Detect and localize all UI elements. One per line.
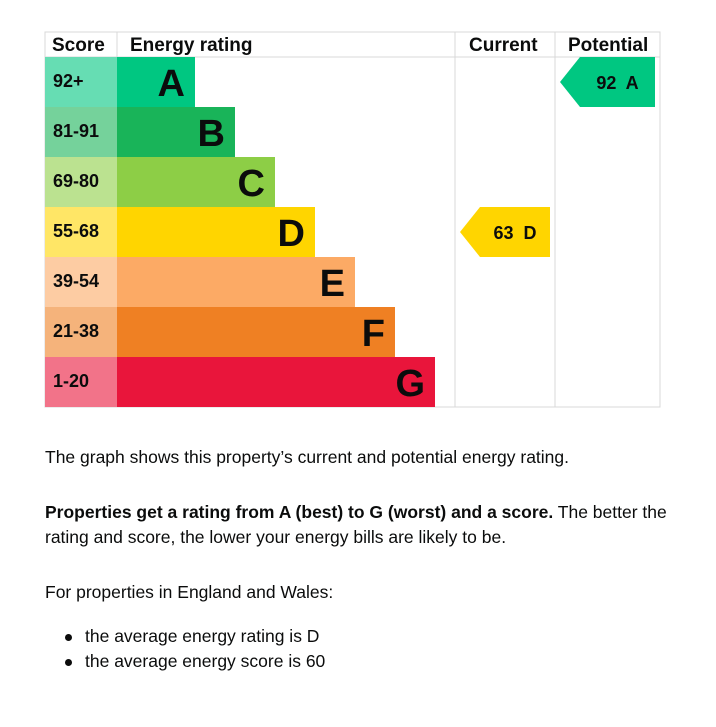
rating-explanation-rest: The better the rating and score, the low… [45, 502, 667, 547]
rating-letter-b: B [198, 113, 225, 155]
rating-arrows: 63 D 92 A [460, 57, 655, 257]
rating-letter-c: C [238, 163, 265, 205]
rating-bar-c [117, 157, 275, 207]
score-cell-f [45, 307, 117, 357]
score-range-d: 55-68 [53, 221, 99, 241]
score-cell-e [45, 257, 117, 307]
chart-headers: Score Energy rating Current Potential [52, 35, 648, 56]
rating-bands: 92+ A 81-91 B 69-80 C 55-68 D 39-54 E 21-38 F 1-20 G [45, 57, 435, 407]
england-wales-heading: For properties in England and Wales: [45, 582, 334, 602]
rating-bar-g [117, 357, 435, 407]
rating-bar-e [117, 257, 355, 307]
score-cell-a [45, 57, 117, 107]
rating-letter-d: D [278, 213, 305, 255]
rating-bar-d [117, 207, 315, 257]
score-cell-d [45, 207, 117, 257]
rating-bar-b [117, 107, 235, 157]
energy-rating-chart: Score Energy rating Current Potential 92… [44, 31, 661, 408]
average-list: the average energy rating is D the avera… [45, 624, 325, 674]
rating-letter-e: E [320, 263, 345, 305]
score-cell-b [45, 107, 117, 157]
header-energy-rating: Energy rating [130, 35, 252, 56]
score-range-f: 21-38 [53, 321, 99, 341]
rating-letter-a: A [158, 63, 185, 105]
potential-rating-label: 92 A [596, 73, 638, 93]
current-rating-label: 63 D [493, 223, 536, 243]
list-item-average-score: the average energy score is 60 [45, 649, 325, 674]
rating-explanation: Properties get a rating from A (best) to… [45, 500, 685, 550]
score-cell-c [45, 157, 117, 207]
score-range-b: 81-91 [53, 121, 99, 141]
rating-explanation-bold: Properties get a rating from A (best) to… [45, 502, 554, 522]
score-range-g: 1-20 [53, 371, 89, 391]
potential-rating-arrow [560, 57, 655, 107]
header-potential: Potential [568, 35, 648, 56]
current-rating-arrow [460, 207, 550, 257]
score-cell-g [45, 357, 117, 407]
rating-letter-g: G [395, 363, 425, 405]
score-range-e: 39-54 [53, 271, 99, 291]
header-current: Current [469, 35, 538, 56]
score-range-a: 92+ [53, 71, 84, 91]
header-score: Score [52, 35, 105, 56]
rating-bar-f [117, 307, 395, 357]
rating-bar-a [117, 57, 195, 107]
intro-paragraph: The graph shows this property’s current … [45, 447, 570, 467]
rating-letter-f: F [362, 313, 385, 355]
list-item-average-rating: the average energy rating is D [45, 624, 325, 649]
score-range-c: 69-80 [53, 171, 99, 191]
